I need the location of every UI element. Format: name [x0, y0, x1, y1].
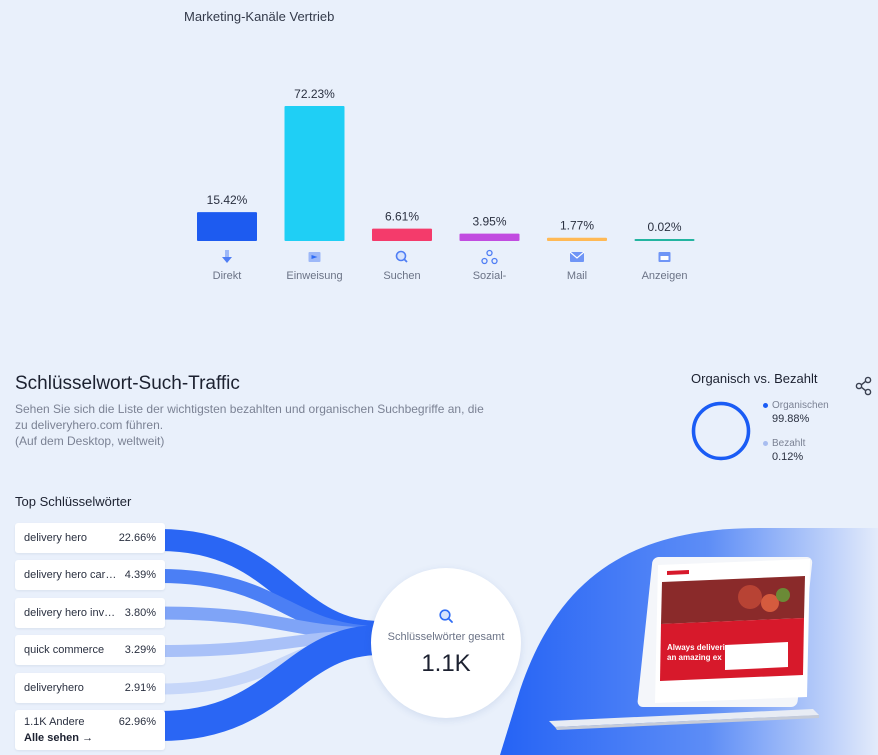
social-icon	[481, 249, 498, 265]
bar-value-label: 3.95%	[472, 215, 506, 229]
organic-paid-donut	[691, 401, 751, 461]
total-keywords-circle: Schlüsselwörter gesamt 1.1K	[371, 568, 521, 718]
keyword-name: deliveryhero	[24, 682, 84, 694]
bar	[459, 233, 520, 241]
keyword-name: delivery hero inv…	[24, 607, 116, 619]
bar-category-label: Mail	[567, 270, 587, 282]
bar	[372, 228, 432, 241]
keyword-row[interactable]: deliveryhero 2.91%	[15, 673, 165, 703]
keyword-row-others: 1.1K Andere 62.96% Alle sehen →	[15, 710, 165, 750]
keyword-row[interactable]: quick commerce 3.29%	[15, 635, 165, 665]
bar-value-label: 6.61%	[385, 210, 419, 224]
ads-icon	[658, 252, 671, 262]
mail-icon	[569, 251, 585, 262]
bar	[547, 237, 607, 241]
keyword-share: 22.66%	[118, 532, 156, 544]
keyword-traffic-description: Sehen Sie sich die Liste der wichtigsten…	[15, 402, 484, 432]
paid-value: 0.12%	[772, 451, 804, 463]
laptop-headline-2: an amazing ex	[667, 653, 722, 662]
paid-dot	[763, 440, 768, 446]
bar-category-label: Einweisung	[286, 270, 342, 282]
marketing-bar-chart: 15.42% Direkt 72.23% Einweisung 6.61% Suchen 3…	[197, 87, 695, 282]
see-all-link[interactable]: Alle sehen →	[24, 732, 94, 744]
bar-category-label: Direkt	[213, 270, 242, 282]
bar-value-label: 0.02%	[647, 220, 681, 234]
keyword-share: 3.80%	[124, 607, 156, 619]
bar-category-label: Suchen	[383, 270, 420, 282]
bar	[634, 239, 695, 241]
search-icon	[439, 609, 453, 623]
bar-value-label: 1.77%	[560, 219, 594, 233]
keyword-row[interactable]: delivery hero inv… 3.80%	[15, 598, 165, 628]
total-keywords-label: Schlüsselwörter gesamt	[387, 631, 505, 643]
organic-value: 99.88%	[772, 413, 810, 425]
others-name: 1.1K Andere	[24, 716, 85, 728]
others-share: 62.96%	[118, 716, 156, 728]
bar-value-label: 72.23%	[294, 87, 335, 101]
direct-arrow-icon	[222, 250, 232, 263]
bar-value-label: 15.42%	[207, 193, 248, 207]
bar-category-label: Anzeigen	[642, 270, 688, 282]
bar-category-label: Sozial-	[473, 270, 507, 282]
share-icon[interactable]	[854, 376, 874, 396]
total-keywords-value: 1.1K	[421, 650, 471, 677]
keyword-name: delivery hero	[24, 532, 87, 544]
marketing-chart-title: Marketing-Kanäle Vertrieb	[184, 9, 335, 24]
bar	[284, 106, 345, 241]
organic-dot	[763, 402, 768, 408]
keyword-name: quick commerce	[24, 644, 105, 656]
top-keywords-title: Top Schlüsselwörter	[15, 494, 132, 509]
keyword-share: 2.91%	[124, 682, 156, 694]
keyword-row[interactable]: delivery hero car… 4.39%	[15, 560, 165, 590]
paid-label: Bezahlt	[772, 438, 806, 449]
keyword-share: 4.39%	[124, 569, 156, 581]
paid-legend: Bezahlt	[763, 438, 805, 449]
organic-vs-paid-title: Organisch vs. Bezahlt	[691, 371, 818, 386]
flow-band-others	[159, 625, 381, 741]
keyword-traffic-note: (Auf dem Desktop, weltweit)	[15, 434, 165, 448]
organic-label: Organischen	[772, 400, 829, 411]
search-icon	[395, 250, 408, 263]
keyword-traffic-title: Schlüsselwort-Such-Traffic	[15, 373, 240, 394]
bar	[197, 212, 257, 241]
organic-legend: Organischen	[763, 400, 829, 411]
referral-icon	[308, 252, 321, 262]
laptop-headline-1: Always delivering	[667, 643, 735, 652]
keyword-name: delivery hero car…	[24, 569, 117, 581]
keyword-row[interactable]: delivery hero 22.66%	[15, 523, 165, 553]
laptop-illustration: Always delivering an amazing ex	[549, 557, 819, 730]
keyword-share: 3.29%	[124, 644, 156, 656]
